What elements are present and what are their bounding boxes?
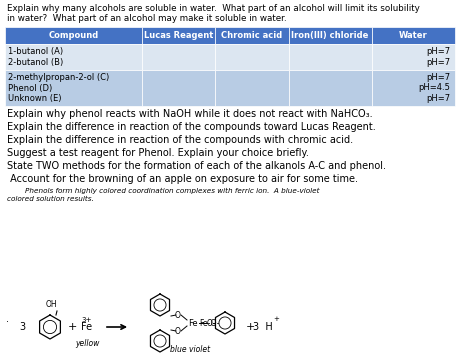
Text: Water: Water (399, 31, 428, 40)
Text: 1-butanol (A)
2-butanol (B): 1-butanol (A) 2-butanol (B) (8, 47, 63, 67)
Text: 3: 3 (19, 322, 25, 332)
Text: +: + (67, 322, 77, 332)
Text: O: O (207, 318, 213, 328)
Text: .: . (6, 314, 9, 324)
Bar (289, 70, 372, 106)
Text: +: + (273, 316, 279, 322)
Bar (372, 70, 455, 106)
Text: Explain why phenol reacts with NaOH while it does not react with NaHCO₃.: Explain why phenol reacts with NaOH whil… (7, 109, 373, 119)
Text: 3+: 3+ (82, 317, 92, 323)
Text: Explain the difference in reaction of the compounds with chromic acid.: Explain the difference in reaction of th… (7, 135, 353, 145)
Text: yellow: yellow (75, 339, 99, 348)
Text: pH=7
pH=7: pH=7 pH=7 (427, 47, 451, 67)
Bar (142, 44, 215, 70)
Text: Account for the browning of an apple on exposure to air for some time.: Account for the browning of an apple on … (7, 174, 358, 184)
Text: Iron(III) chloride: Iron(III) chloride (292, 31, 369, 40)
Text: in water?  What part of an alcohol may make it soluble in water.: in water? What part of an alcohol may ma… (7, 14, 287, 23)
Bar (215, 70, 289, 106)
Bar (5, 27, 142, 44)
Bar (5, 70, 142, 106)
Text: Fe-O-: Fe-O- (199, 318, 219, 328)
Bar (215, 44, 289, 70)
Text: Fe: Fe (188, 318, 198, 328)
Text: Lucas Reagent: Lucas Reagent (144, 31, 213, 40)
Text: Suggest a test reagent for Phenol. Explain your choice briefly.: Suggest a test reagent for Phenol. Expla… (7, 148, 309, 158)
Text: blue violet: blue violet (170, 344, 210, 354)
Text: Explain the difference in reaction of the compounds toward Lucas Reagent.: Explain the difference in reaction of th… (7, 122, 376, 132)
Text: Explain why many alcohols are soluble in water.  What part of an alcohol will li: Explain why many alcohols are soluble in… (7, 4, 420, 13)
Text: Compound: Compound (48, 31, 99, 40)
Bar (372, 44, 455, 70)
Text: Phenols form highly colored coordination complexes with ferric ion.  A blue-viol: Phenols form highly colored coordination… (7, 188, 319, 194)
Text: Fe: Fe (82, 322, 92, 332)
Bar (289, 44, 372, 70)
Text: OH: OH (45, 300, 57, 309)
Bar (372, 27, 455, 44)
Text: +: + (246, 322, 255, 332)
Bar (142, 70, 215, 106)
Bar (142, 27, 215, 44)
Text: pH=7
pH=4.5
pH=7: pH=7 pH=4.5 pH=7 (419, 73, 451, 103)
Text: 2-methylpropan-2-ol (C)
Phenol (D)
Unknown (E): 2-methylpropan-2-ol (C) Phenol (D) Unkno… (8, 73, 109, 103)
Text: O: O (175, 311, 181, 320)
Text: colored solution results.: colored solution results. (7, 196, 94, 202)
Bar (5, 44, 142, 70)
Text: State TWO methods for the formation of each of the alkanols A-C and phenol.: State TWO methods for the formation of e… (7, 161, 386, 171)
Bar (289, 27, 372, 44)
Text: 3  H: 3 H (253, 322, 273, 332)
Text: Chromic acid: Chromic acid (221, 31, 283, 40)
Text: O: O (175, 327, 181, 335)
Bar (215, 27, 289, 44)
